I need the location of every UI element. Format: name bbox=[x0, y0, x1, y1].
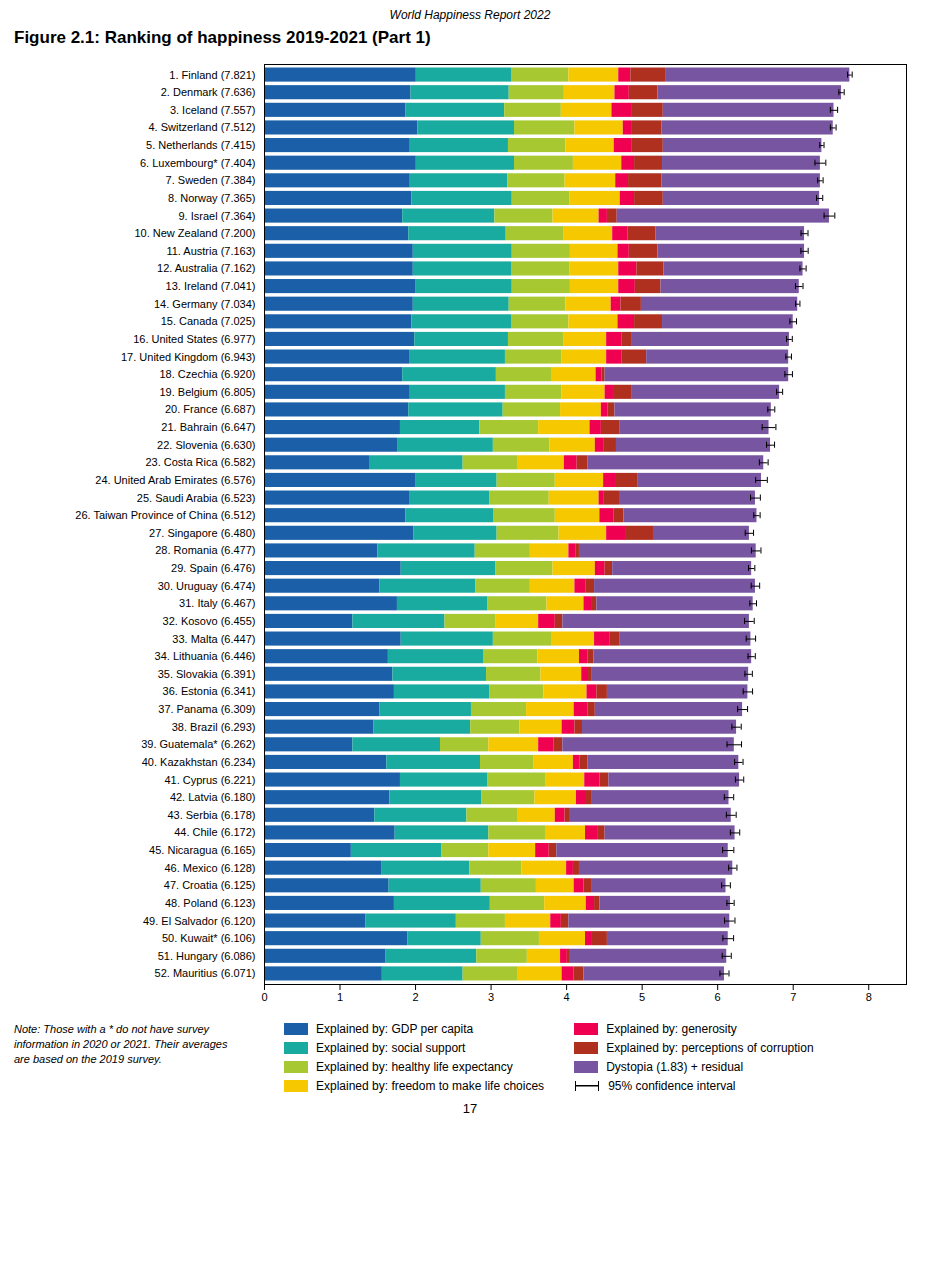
svg-text:8. Norway (7.365): 8. Norway (7.365) bbox=[168, 192, 255, 204]
svg-text:11. Austria (7.163): 11. Austria (7.163) bbox=[166, 245, 255, 257]
svg-text:44. Chile (6.172): 44. Chile (6.172) bbox=[174, 826, 255, 838]
html-text:Explained by: GDP per capita: Explained by: GDP per capita bbox=[316, 1022, 474, 1036]
svg-text:29. Spain (6.476): 29. Spain (6.476) bbox=[171, 562, 255, 574]
svg-text:38. Brazil (6.293): 38. Brazil (6.293) bbox=[172, 721, 256, 733]
svg-text:47. Croatia (6.125): 47. Croatia (6.125) bbox=[164, 879, 256, 891]
svg-text:24. United Arab Emirates (6.57: 24. United Arab Emirates (6.576) bbox=[95, 474, 255, 486]
svg-text:32. Kosovo (6.455): 32. Kosovo (6.455) bbox=[163, 615, 256, 627]
svg-text:2. Denmark (7.636): 2. Denmark (7.636) bbox=[161, 86, 256, 98]
svg-text:16. United States (6.977): 16. United States (6.977) bbox=[133, 333, 255, 345]
svg-text:1. Finland (7.821): 1. Finland (7.821) bbox=[169, 69, 255, 81]
svg-text:17. United Kingdom (6.943): 17. United Kingdom (6.943) bbox=[121, 351, 256, 363]
svg-text:33. Malta (6.447): 33. Malta (6.447) bbox=[172, 633, 255, 645]
svg-text:12. Australia (7.162): 12. Australia (7.162) bbox=[157, 262, 255, 274]
svg-text:2: 2 bbox=[412, 991, 418, 1003]
svg-text:20. France (6.687): 20. France (6.687) bbox=[165, 403, 256, 415]
html-text:Note: Those with a * do not ha: Note: Those with a * do not have survey … bbox=[14, 1023, 228, 1065]
svg-text:48. Poland (6.123): 48. Poland (6.123) bbox=[165, 897, 256, 909]
svg-text:6. Luxembourg* (7.404): 6. Luxembourg* (7.404) bbox=[140, 157, 256, 169]
svg-text:23. Costa Rica (6.582): 23. Costa Rica (6.582) bbox=[145, 456, 255, 468]
svg-text:9. Israel (7.364): 9. Israel (7.364) bbox=[178, 210, 255, 222]
svg-text:7. Sweden (7.384): 7. Sweden (7.384) bbox=[166, 174, 256, 186]
svg-text:7: 7 bbox=[790, 991, 796, 1003]
svg-text:19. Belgium (6.805): 19. Belgium (6.805) bbox=[160, 386, 256, 398]
html-text:Dystopia (1.83) + residual: Dystopia (1.83) + residual bbox=[606, 1060, 744, 1074]
html-text:Explained by: social support: Explained by: social support bbox=[316, 1041, 466, 1055]
svg-text:0: 0 bbox=[261, 991, 267, 1003]
svg-text:26. Taiwan Province of China (: 26. Taiwan Province of China (6.512) bbox=[75, 509, 255, 521]
svg-text:8: 8 bbox=[866, 991, 872, 1003]
svg-text:35. Slovakia (6.391): 35. Slovakia (6.391) bbox=[158, 668, 256, 680]
svg-text:13. Ireland (7.041): 13. Ireland (7.041) bbox=[166, 280, 256, 292]
svg-text:18. Czechia (6.920): 18. Czechia (6.920) bbox=[160, 368, 256, 380]
svg-text:31. Italy (6.467): 31. Italy (6.467) bbox=[179, 597, 255, 609]
svg-text:5. Netherlands (7.415): 5. Netherlands (7.415) bbox=[146, 139, 255, 151]
svg-text:36. Estonia (6.341): 36. Estonia (6.341) bbox=[163, 685, 256, 697]
svg-text:14. Germany (7.034): 14. Germany (7.034) bbox=[154, 298, 256, 310]
svg-text:43. Serbia (6.178): 43. Serbia (6.178) bbox=[167, 809, 255, 821]
svg-text:4. Switzerland (7.512): 4. Switzerland (7.512) bbox=[149, 121, 256, 133]
svg-text:42. Latvia (6.180): 42. Latvia (6.180) bbox=[170, 791, 256, 803]
html-text:World Happiness Report 2022: World Happiness Report 2022 bbox=[389, 8, 551, 22]
svg-text:3. Iceland (7.557): 3. Iceland (7.557) bbox=[170, 104, 256, 116]
html-text:Explained by: generosity: Explained by: generosity bbox=[606, 1022, 737, 1036]
html-text:Figure 2.1: Ranking of happine: Figure 2.1: Ranking of happiness 2019-20… bbox=[14, 28, 431, 47]
svg-text:50. Kuwait* (6.106): 50. Kuwait* (6.106) bbox=[162, 932, 256, 944]
svg-text:34. Lithuania (6.446): 34. Lithuania (6.446) bbox=[155, 650, 256, 662]
svg-text:49. El Salvador (6.120): 49. El Salvador (6.120) bbox=[143, 915, 256, 927]
svg-text:37. Panama (6.309): 37. Panama (6.309) bbox=[158, 703, 255, 715]
svg-text:22. Slovenia (6.630): 22. Slovenia (6.630) bbox=[157, 439, 255, 451]
svg-text:39. Guatemala* (6.262): 39. Guatemala* (6.262) bbox=[141, 738, 255, 750]
svg-text:15. Canada (7.025): 15. Canada (7.025) bbox=[161, 315, 256, 327]
html-text:Explained by: freedom to make: Explained by: freedom to make life choic… bbox=[316, 1079, 545, 1093]
svg-text:4: 4 bbox=[564, 991, 570, 1003]
svg-text:10. New Zealand (7.200): 10. New Zealand (7.200) bbox=[134, 227, 255, 239]
svg-text:25. Saudi Arabia (6.523): 25. Saudi Arabia (6.523) bbox=[137, 492, 256, 504]
svg-text:41. Cyprus (6.221): 41. Cyprus (6.221) bbox=[164, 774, 255, 786]
html-text:95% confidence interval: 95% confidence interval bbox=[608, 1079, 736, 1093]
svg-text:3: 3 bbox=[488, 991, 494, 1003]
svg-text:45. Nicaragua (6.165): 45. Nicaragua (6.165) bbox=[149, 844, 255, 856]
html-text:Explained by: healthy life exp: Explained by: healthy life expectancy bbox=[316, 1060, 513, 1074]
svg-text:27. Singapore (6.480): 27. Singapore (6.480) bbox=[149, 527, 255, 539]
svg-text:5: 5 bbox=[639, 991, 645, 1003]
html-text:17: 17 bbox=[462, 1101, 478, 1116]
svg-text:21. Bahrain (6.647): 21. Bahrain (6.647) bbox=[161, 421, 255, 433]
svg-text:52. Mauritius (6.071): 52. Mauritius (6.071) bbox=[155, 967, 256, 979]
svg-text:46. Mexico (6.128): 46. Mexico (6.128) bbox=[164, 862, 255, 874]
svg-text:30. Uruguay (6.474): 30. Uruguay (6.474) bbox=[158, 580, 256, 592]
svg-text:6: 6 bbox=[715, 991, 721, 1003]
svg-text:51. Hungary (6.086): 51. Hungary (6.086) bbox=[158, 950, 256, 962]
html-text:Explained by: perceptions of c: Explained by: perceptions of corruption bbox=[606, 1041, 814, 1055]
svg-text:40. Kazakhstan (6.234): 40. Kazakhstan (6.234) bbox=[142, 756, 256, 768]
svg-text:1: 1 bbox=[337, 991, 343, 1003]
svg-text:28. Romania (6.477): 28. Romania (6.477) bbox=[155, 544, 255, 556]
